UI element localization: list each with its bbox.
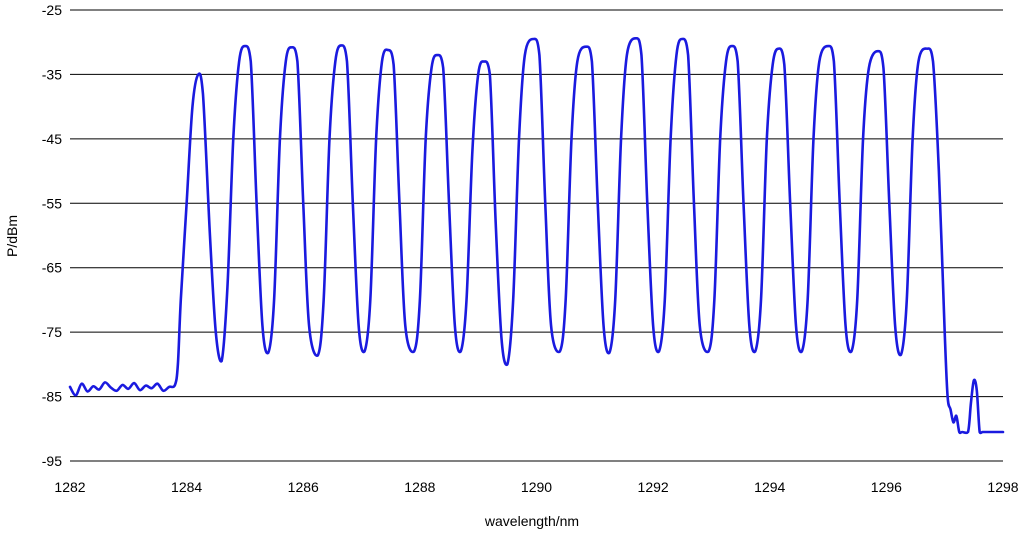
x-axis-label: wavelength/nm [484, 513, 579, 529]
x-tick-label: 1296 [871, 479, 902, 495]
y-tick-label: -65 [42, 260, 62, 276]
x-tick-label: 1286 [288, 479, 319, 495]
y-tick-label: -25 [42, 2, 62, 18]
y-tick-label: -45 [42, 131, 62, 147]
x-tick-label: 1284 [171, 479, 202, 495]
x-axis-ticks: 1282 1284 1286 1288 1290 1292 1294 1296 1298 [54, 479, 1018, 495]
y-tick-label: -55 [42, 195, 62, 211]
y-tick-label: -95 [42, 453, 62, 469]
series-line-0 [68, 37, 1005, 435]
x-tick-label: 1292 [638, 479, 669, 495]
y-axis-label: P/dBm [4, 215, 20, 257]
series [68, 37, 1005, 435]
x-tick-label: 1290 [521, 479, 552, 495]
y-axis-ticks: -25 -35 -45 -55 -65 -75 -85 -95 [42, 2, 62, 469]
y-tick-label: -85 [42, 389, 62, 405]
x-tick-label: 1288 [404, 479, 435, 495]
y-tick-label: -75 [42, 324, 62, 340]
y-tick-label: -35 [42, 66, 62, 82]
x-tick-label: 1298 [987, 479, 1018, 495]
x-tick-label: 1294 [754, 479, 785, 495]
x-tick-label: 1282 [54, 479, 85, 495]
